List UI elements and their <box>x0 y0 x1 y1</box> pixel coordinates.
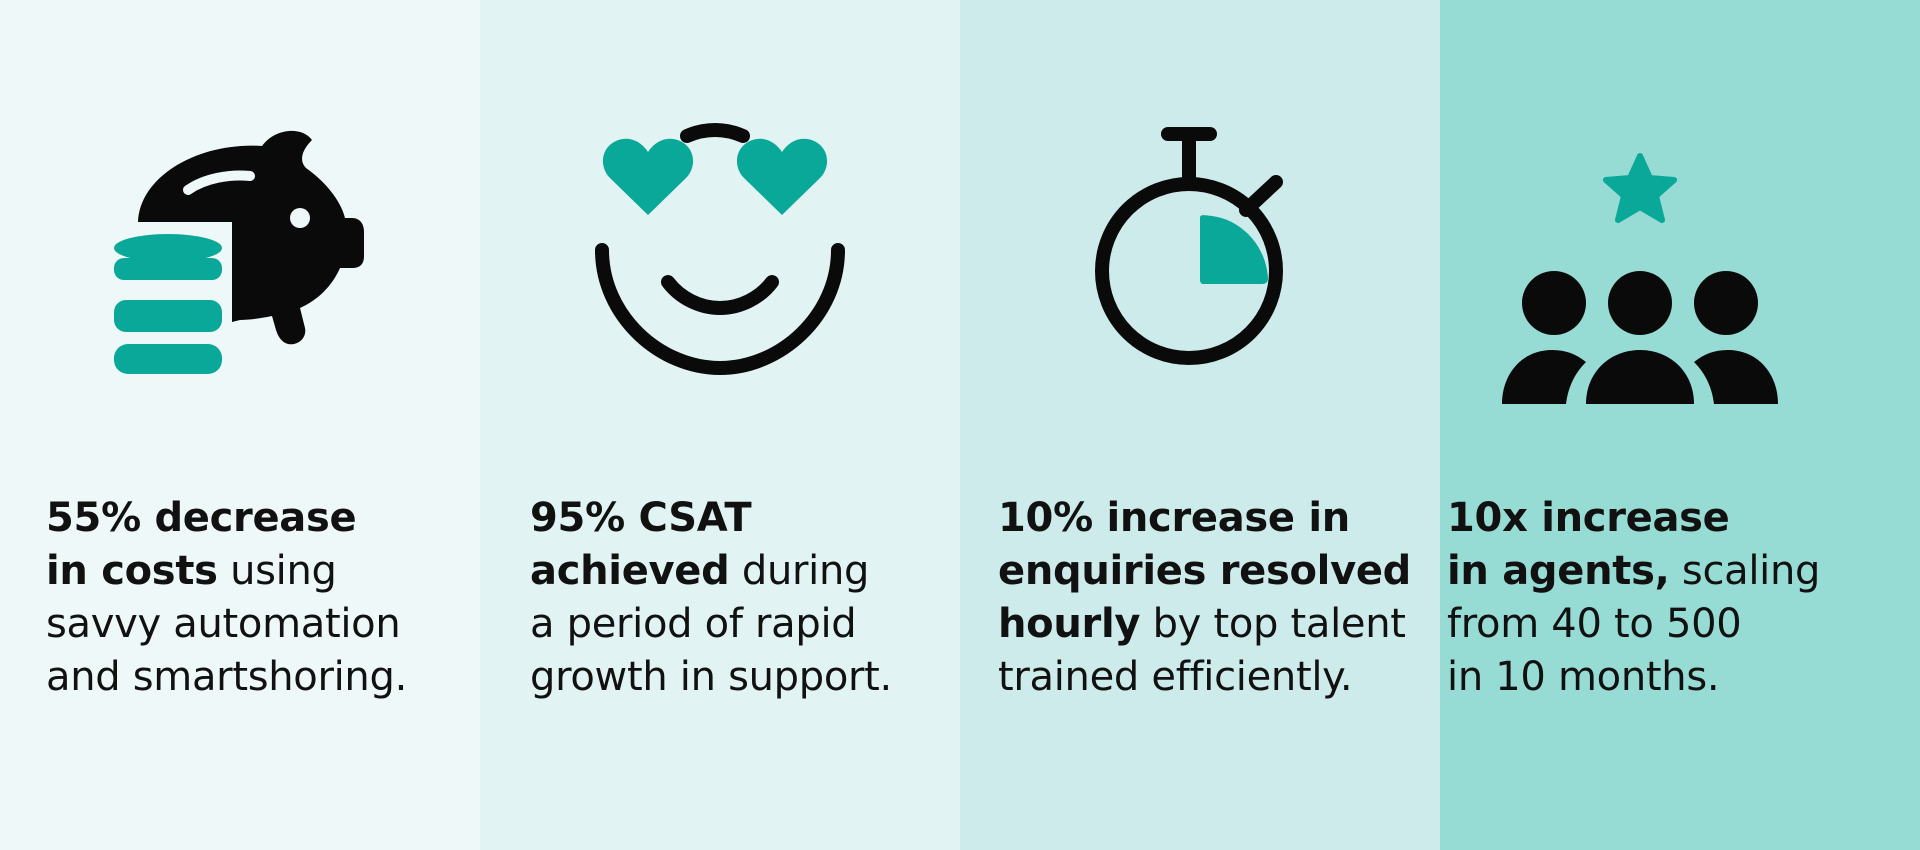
stat-line: hourly by top talent <box>998 601 1406 647</box>
stat-line: trained efficiently. <box>998 654 1353 700</box>
stat-line: 10% increase in <box>998 495 1350 541</box>
stat-panel-csat: 95% CSAT achieved during a period of rap… <box>480 0 960 850</box>
heart-eyes-smiley-icon <box>480 0 960 420</box>
stat-line: from 40 to 500 <box>1447 601 1742 647</box>
stopwatch-icon <box>960 0 1440 420</box>
stat-line: 10x increase <box>1447 495 1730 541</box>
stat-panel-enquiries: 10% increase in enquiries resolved hourl… <box>960 0 1440 850</box>
stat-text: 55% decrease in costs using savvy automa… <box>46 492 407 704</box>
stat-line: and smartshoring. <box>46 654 407 700</box>
stat-line: 95% CSAT <box>530 495 752 541</box>
stat-line: achieved during <box>530 548 870 594</box>
stat-line: in agents, scaling <box>1447 548 1821 594</box>
team-star-icon <box>1440 0 1920 420</box>
stat-line: growth in support. <box>530 654 892 700</box>
stat-text: 10x increase in agents, scaling from 40 … <box>1447 492 1820 704</box>
stat-line: in 10 months. <box>1447 654 1720 700</box>
stat-line: enquiries resolved <box>998 548 1412 594</box>
stat-line: in costs using <box>46 548 337 594</box>
stat-text: 10% increase in enquiries resolved hourl… <box>998 492 1411 704</box>
stat-line: 55% decrease <box>46 495 357 541</box>
stat-panel-costs: 55% decrease in costs using savvy automa… <box>0 0 480 850</box>
stat-line: a period of rapid <box>530 601 857 647</box>
stat-line: savvy automation <box>46 601 401 647</box>
stat-text: 95% CSAT achieved during a period of rap… <box>530 492 892 704</box>
piggy-bank-coins-icon <box>0 0 480 420</box>
stat-panel-agents: 10x increase in agents, scaling from 40 … <box>1440 0 1920 850</box>
